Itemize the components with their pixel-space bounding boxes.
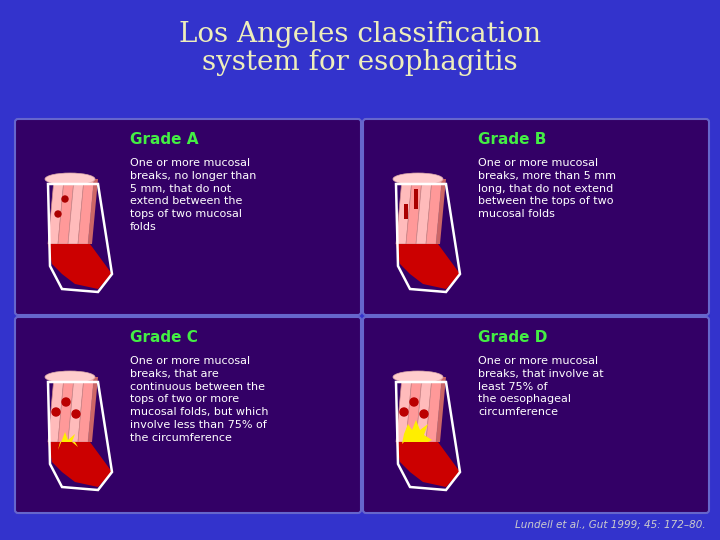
- Polygon shape: [426, 377, 442, 442]
- Text: Grade B: Grade B: [478, 132, 546, 147]
- Text: Lundell et al., Gut 1999; 45: 172–80.: Lundell et al., Gut 1999; 45: 172–80.: [516, 520, 706, 530]
- Polygon shape: [68, 377, 84, 442]
- Polygon shape: [396, 244, 460, 289]
- Ellipse shape: [393, 173, 443, 185]
- Polygon shape: [396, 377, 412, 442]
- Polygon shape: [88, 377, 98, 442]
- Polygon shape: [68, 179, 84, 244]
- Polygon shape: [48, 442, 112, 487]
- Polygon shape: [406, 179, 422, 244]
- Polygon shape: [402, 420, 432, 444]
- Polygon shape: [426, 179, 442, 244]
- Polygon shape: [58, 377, 74, 442]
- Circle shape: [72, 410, 80, 418]
- Text: One or more mucosal
breaks, that are
continuous between the
tops of two or more
: One or more mucosal breaks, that are con…: [130, 356, 269, 443]
- Polygon shape: [396, 179, 412, 244]
- Text: One or more mucosal
breaks, no longer than
5 mm, that do not
extend between the
: One or more mucosal breaks, no longer th…: [130, 158, 256, 232]
- Ellipse shape: [45, 173, 95, 185]
- Polygon shape: [416, 179, 432, 244]
- Polygon shape: [406, 377, 422, 442]
- Text: Grade A: Grade A: [130, 132, 199, 147]
- Circle shape: [55, 211, 61, 217]
- Text: Grade D: Grade D: [478, 330, 547, 346]
- Polygon shape: [48, 244, 112, 289]
- Polygon shape: [58, 432, 78, 450]
- Text: Grade C: Grade C: [130, 330, 198, 346]
- Circle shape: [62, 398, 70, 406]
- Circle shape: [52, 408, 60, 416]
- Polygon shape: [436, 377, 446, 442]
- Polygon shape: [88, 179, 98, 244]
- FancyBboxPatch shape: [363, 317, 709, 513]
- Polygon shape: [78, 179, 94, 244]
- Ellipse shape: [45, 371, 95, 383]
- FancyBboxPatch shape: [15, 317, 361, 513]
- Polygon shape: [436, 179, 446, 244]
- Circle shape: [410, 398, 418, 406]
- Text: system for esophagitis: system for esophagitis: [202, 49, 518, 76]
- Polygon shape: [78, 377, 94, 442]
- Polygon shape: [48, 179, 64, 244]
- Ellipse shape: [393, 371, 443, 383]
- Text: One or more mucosal
breaks, more than 5 mm
long, that do not extend
between the : One or more mucosal breaks, more than 5 …: [478, 158, 616, 219]
- Polygon shape: [396, 442, 460, 487]
- FancyBboxPatch shape: [363, 119, 709, 315]
- Polygon shape: [58, 179, 74, 244]
- Circle shape: [62, 196, 68, 202]
- FancyBboxPatch shape: [15, 119, 361, 315]
- Polygon shape: [416, 377, 432, 442]
- Circle shape: [420, 410, 428, 418]
- Polygon shape: [404, 204, 408, 219]
- Circle shape: [400, 408, 408, 416]
- Polygon shape: [414, 189, 418, 209]
- Text: One or more mucosal
breaks, that involve at
least 75% of
the oesophageal
circumf: One or more mucosal breaks, that involve…: [478, 356, 603, 417]
- Polygon shape: [48, 377, 64, 442]
- Text: Los Angeles classification: Los Angeles classification: [179, 22, 541, 49]
